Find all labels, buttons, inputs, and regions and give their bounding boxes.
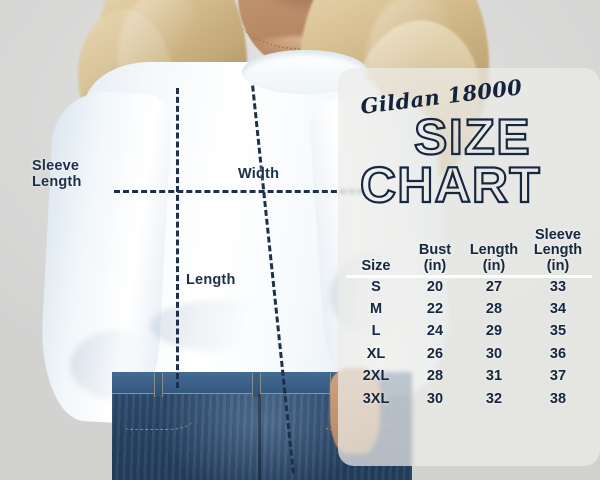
cell-length_in: 28 <box>485 300 503 317</box>
cell-sleeve_length_in: 37 <box>549 368 567 385</box>
size-chart-panel: Gildan 18000 SIZE CHART Size Bust (in) L… <box>338 68 600 466</box>
length-guide-line <box>176 88 179 388</box>
width-guide-line <box>114 190 364 193</box>
cell-bust_in: 26 <box>426 345 444 362</box>
column-header-length: Length (in) <box>469 242 519 274</box>
table-row: M 22 28 34 <box>346 299 592 322</box>
cell-length_in: 27 <box>485 279 503 296</box>
cell-size: 2XL <box>362 368 390 385</box>
cell-sleeve_length_in: 38 <box>549 390 567 407</box>
table-row: S 20 27 33 <box>346 276 592 299</box>
cell-bust_in: 20 <box>426 279 444 296</box>
cell-bust_in: 30 <box>426 390 444 407</box>
cell-bust_in: 22 <box>426 300 444 317</box>
fabric-fold <box>150 300 300 352</box>
cell-size: S <box>371 279 381 296</box>
cell-sleeve_length_in: 35 <box>549 323 567 340</box>
table-header-row: Size Bust (in) Length (in) Sleeve Length… <box>346 220 592 276</box>
cell-length_in: 31 <box>485 368 503 385</box>
cell-size: 3XL <box>362 390 390 407</box>
column-header-bust: Bust (in) <box>418 242 452 274</box>
jeans-fly <box>258 394 261 480</box>
cell-sleeve_length_in: 33 <box>549 279 567 296</box>
cell-size: L <box>371 323 381 340</box>
column-header-sleeve-length: Sleeve Length (in) <box>533 226 583 274</box>
size-table-body: S 20 27 33 M 22 28 34 L 24 29 35 XL 26 30 36 2XL 28 31 37 3X… <box>346 276 592 411</box>
table-row: 2XL 28 31 37 <box>346 366 592 389</box>
cell-sleeve_length_in: 36 <box>549 345 567 362</box>
cell-sleeve_length_in: 34 <box>549 300 567 317</box>
title-size: SIZE <box>413 108 532 166</box>
size-table: Size Bust (in) Length (in) Sleeve Length… <box>346 220 592 411</box>
table-row: 3XL 30 32 38 <box>346 389 592 412</box>
length-label: Length <box>186 272 236 288</box>
table-row: XL 26 30 36 <box>346 344 592 367</box>
cell-size: XL <box>366 345 386 362</box>
column-header-size: Size <box>361 257 391 274</box>
cell-bust_in: 24 <box>426 323 444 340</box>
belt-loop-left <box>154 373 163 397</box>
width-label: Width <box>238 166 280 182</box>
cell-length_in: 32 <box>485 390 503 407</box>
cell-length_in: 30 <box>485 345 503 362</box>
title-chart: CHART <box>359 156 541 214</box>
sleeve-length-label: Sleeve Length <box>32 158 82 191</box>
table-row: L 24 29 35 <box>346 321 592 344</box>
cell-length_in: 29 <box>485 323 503 340</box>
belt-loop-mid <box>252 373 261 397</box>
jeans-pocket-left <box>124 396 196 430</box>
cell-bust_in: 28 <box>426 368 444 385</box>
size-table-head: Size Bust (in) Length (in) Sleeve Length… <box>346 220 592 276</box>
size-table-wrapper: Size Bust (in) Length (in) Sleeve Length… <box>346 220 592 411</box>
cell-size: M <box>369 300 383 317</box>
